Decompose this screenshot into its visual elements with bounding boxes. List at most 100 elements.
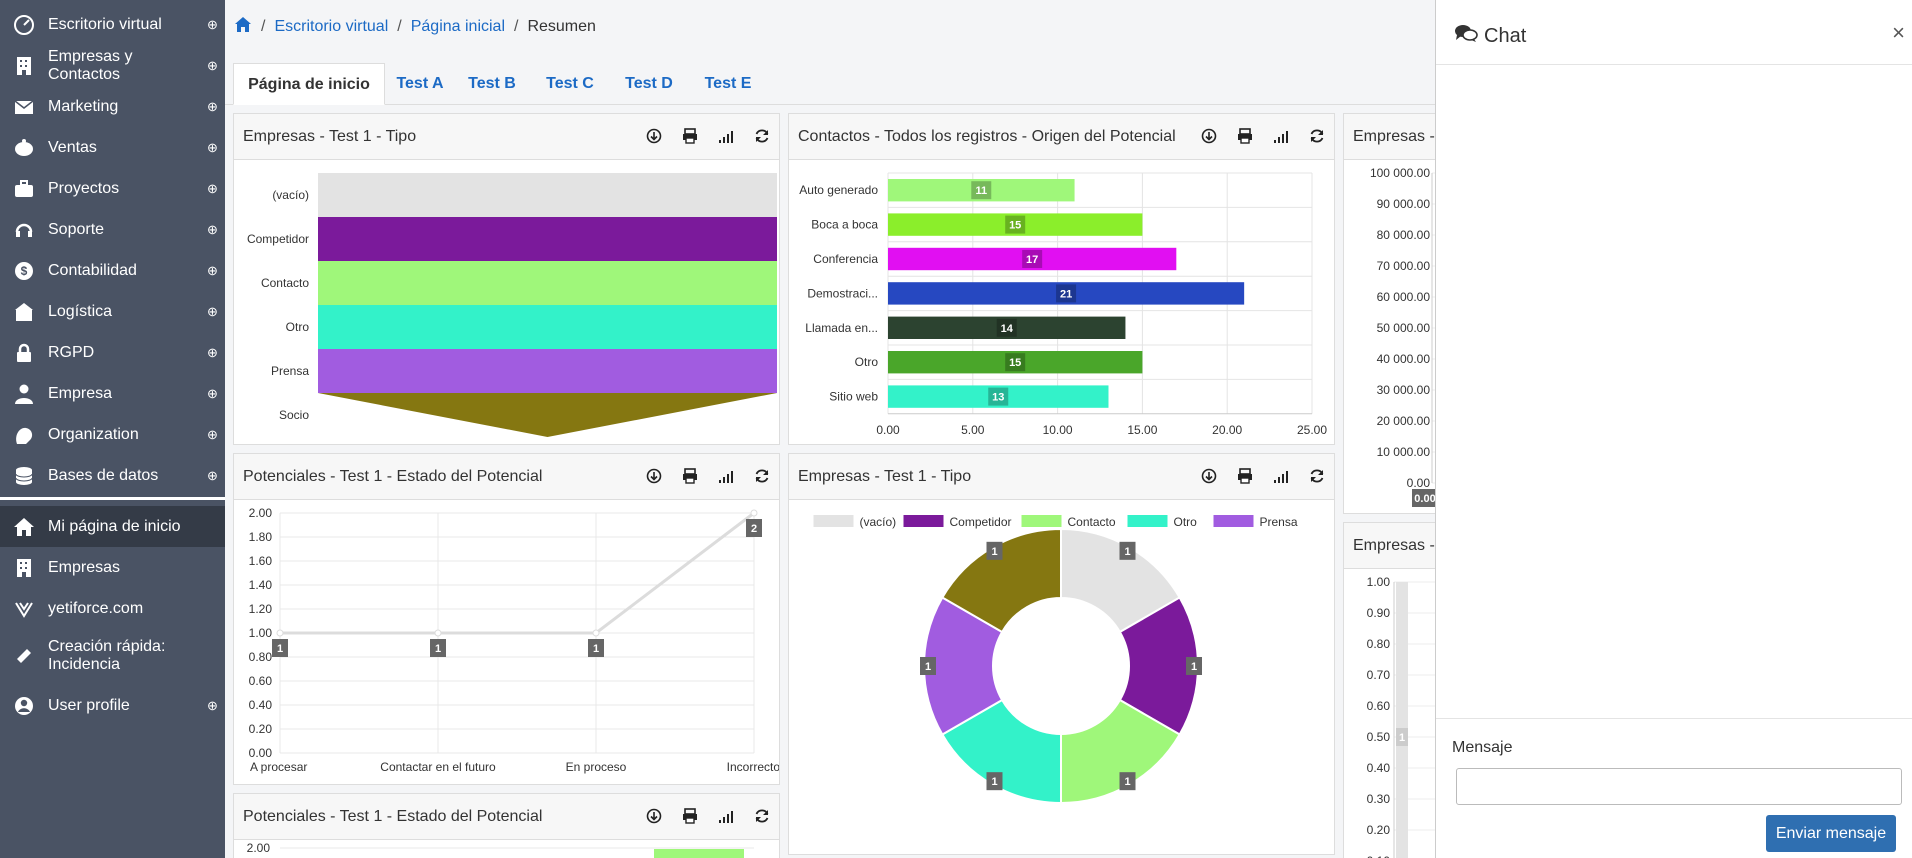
widget-title: Empresas - Test 1 - Tipo	[243, 128, 417, 145]
sidebar-item-rgpd[interactable]: RGPD ⊕	[0, 332, 225, 373]
close-icon[interactable]: ×	[1892, 20, 1905, 45]
sidebar-item-marketing[interactable]: Marketing ⊕	[0, 86, 225, 127]
send-message-button[interactable]: Enviar mensaje	[1766, 815, 1896, 852]
expand-plus-icon[interactable]: ⊕	[207, 262, 218, 278]
sidebar-item-bases-de-datos[interactable]: Bases de datos ⊕	[0, 455, 225, 496]
expand-plus-icon[interactable]: ⊕	[207, 467, 218, 483]
sidebar-item-escritorio-virtual[interactable]: Escritorio virtual ⊕	[0, 4, 225, 45]
breadcrumb-pagina-inicial[interactable]: Página inicial	[410, 18, 505, 35]
home-icon[interactable]	[234, 16, 252, 38]
legend-label[interactable]: Contacto	[1068, 515, 1116, 529]
legend-swatch[interactable]	[1021, 515, 1062, 527]
print-icon[interactable]	[1236, 467, 1254, 485]
sidebar-item-soporte[interactable]: Soporte ⊕	[0, 209, 225, 250]
sidebar-item-log-stica[interactable]: Logística ⊕	[0, 291, 225, 332]
sidebar-item-label: Proyectos	[48, 179, 120, 197]
category-label: Prensa	[271, 364, 309, 378]
expand-plus-icon[interactable]: ⊕	[207, 16, 218, 32]
legend-swatch[interactable]	[1213, 515, 1254, 527]
sidebar-item-ventas[interactable]: Ventas ⊕	[0, 127, 225, 168]
expand-plus-icon[interactable]: ⊕	[207, 344, 218, 360]
signal-icon[interactable]	[717, 807, 735, 825]
data-label-box	[746, 519, 762, 537]
sidebar-item-contabilidad[interactable]: $ Contabilidad ⊕	[0, 250, 225, 291]
tab-test-e[interactable]: Test E	[704, 75, 752, 92]
chart-bar	[654, 849, 744, 858]
data-label-box	[920, 657, 936, 675]
print-icon[interactable]	[1236, 127, 1254, 145]
database-icon	[0, 465, 48, 487]
y-tick-label: 0.40	[1367, 761, 1391, 775]
widget-potenciales-estado-2: Potenciales - Test 1 - Estado del Potenc…	[233, 793, 780, 858]
y-tick-label: 0.20	[1367, 823, 1391, 837]
breadcrumb-separator: /	[514, 18, 519, 35]
building-icon	[0, 557, 48, 579]
legend-label[interactable]: Otro	[1174, 515, 1198, 529]
print-icon[interactable]	[681, 127, 699, 145]
download-icon[interactable]	[645, 467, 663, 485]
expand-plus-icon[interactable]: ⊕	[207, 385, 218, 401]
legend-label[interactable]: (vacío)	[860, 515, 897, 529]
x-tick-label: Contactar en el futuro	[380, 760, 496, 774]
legend-swatch[interactable]	[813, 515, 854, 527]
tab-test-d[interactable]: Test D	[625, 75, 673, 92]
sidebar-item-empresa[interactable]: Empresa ⊕	[0, 373, 225, 414]
legend-label[interactable]: Prensa	[1260, 515, 1298, 529]
download-icon[interactable]	[645, 807, 663, 825]
building-icon	[0, 55, 48, 77]
expand-plus-icon[interactable]: ⊕	[207, 139, 218, 155]
tab-test-b[interactable]: Test B	[468, 75, 516, 92]
sidebar-item-empresas-y-contactos[interactable]: Empresas y Contactos ⊕	[0, 45, 225, 86]
refresh-icon[interactable]	[1308, 127, 1326, 145]
tab-test-a[interactable]: Test A	[396, 75, 444, 92]
expand-plus-icon[interactable]: ⊕	[207, 180, 218, 196]
expand-plus-icon[interactable]: ⊕	[207, 57, 218, 73]
y-tick-label: 0.90	[1367, 606, 1391, 620]
print-icon[interactable]	[681, 467, 699, 485]
category-label: Sitio web	[829, 390, 878, 404]
sidebar-item-proyectos[interactable]: Proyectos ⊕	[0, 168, 225, 209]
y-tick-label: 90 000.00	[1377, 197, 1431, 211]
tab-pagina-de-inicio[interactable]: Página de inicio	[233, 63, 385, 105]
data-label-box	[1412, 489, 1435, 507]
quick-item-creaci-n-r-pida-incidencia[interactable]: Creación rápida: Incidencia	[0, 629, 225, 683]
y-tick-label: 2.00	[249, 506, 273, 520]
download-icon[interactable]	[1200, 127, 1218, 145]
download-icon[interactable]	[645, 127, 663, 145]
signal-icon[interactable]	[717, 127, 735, 145]
tab-test-c[interactable]: Test C	[546, 75, 594, 92]
quick-item-mi-p-gina-de-inicio[interactable]: Mi página de inicio	[0, 506, 225, 547]
quick-item-yetiforce-com[interactable]: yetiforce.com	[0, 588, 225, 629]
data-label: 11	[975, 185, 987, 197]
chart-bar	[318, 173, 777, 217]
piggy-bank-icon	[0, 137, 48, 159]
widget-title: Potenciales - Test 1 - Estado del Potenc…	[243, 808, 543, 825]
legend-label[interactable]: Competidor	[950, 515, 1012, 529]
message-input[interactable]	[1456, 768, 1902, 805]
y-tick-label: 1.00	[1367, 575, 1391, 589]
signal-icon[interactable]	[1272, 127, 1290, 145]
chart-bar	[318, 305, 777, 349]
expand-plus-icon[interactable]: ⊕	[207, 697, 218, 713]
legend-swatch[interactable]	[903, 515, 944, 527]
sidebar-item-organization[interactable]: Organization ⊕	[0, 414, 225, 455]
quick-item-empresas[interactable]: Empresas	[0, 547, 225, 588]
refresh-icon[interactable]	[753, 127, 771, 145]
expand-plus-icon[interactable]: ⊕	[207, 98, 218, 114]
legend-swatch[interactable]	[1127, 515, 1168, 527]
download-icon[interactable]	[1200, 467, 1218, 485]
breadcrumb-escritorio-virtual[interactable]: Escritorio virtual	[274, 18, 389, 35]
data-label-box	[971, 181, 992, 200]
dashboard-icon	[0, 14, 48, 36]
signal-icon[interactable]	[1272, 467, 1290, 485]
expand-plus-icon[interactable]: ⊕	[207, 221, 218, 237]
signal-icon[interactable]	[717, 467, 735, 485]
refresh-icon[interactable]	[753, 807, 771, 825]
expand-plus-icon[interactable]: ⊕	[207, 303, 218, 319]
expand-plus-icon[interactable]: ⊕	[207, 426, 218, 442]
breadcrumb-separator: /	[261, 18, 266, 35]
quick-item-user-profile[interactable]: User profile ⊕	[0, 685, 225, 726]
refresh-icon[interactable]	[1308, 467, 1326, 485]
refresh-icon[interactable]	[753, 467, 771, 485]
print-icon[interactable]	[681, 807, 699, 825]
